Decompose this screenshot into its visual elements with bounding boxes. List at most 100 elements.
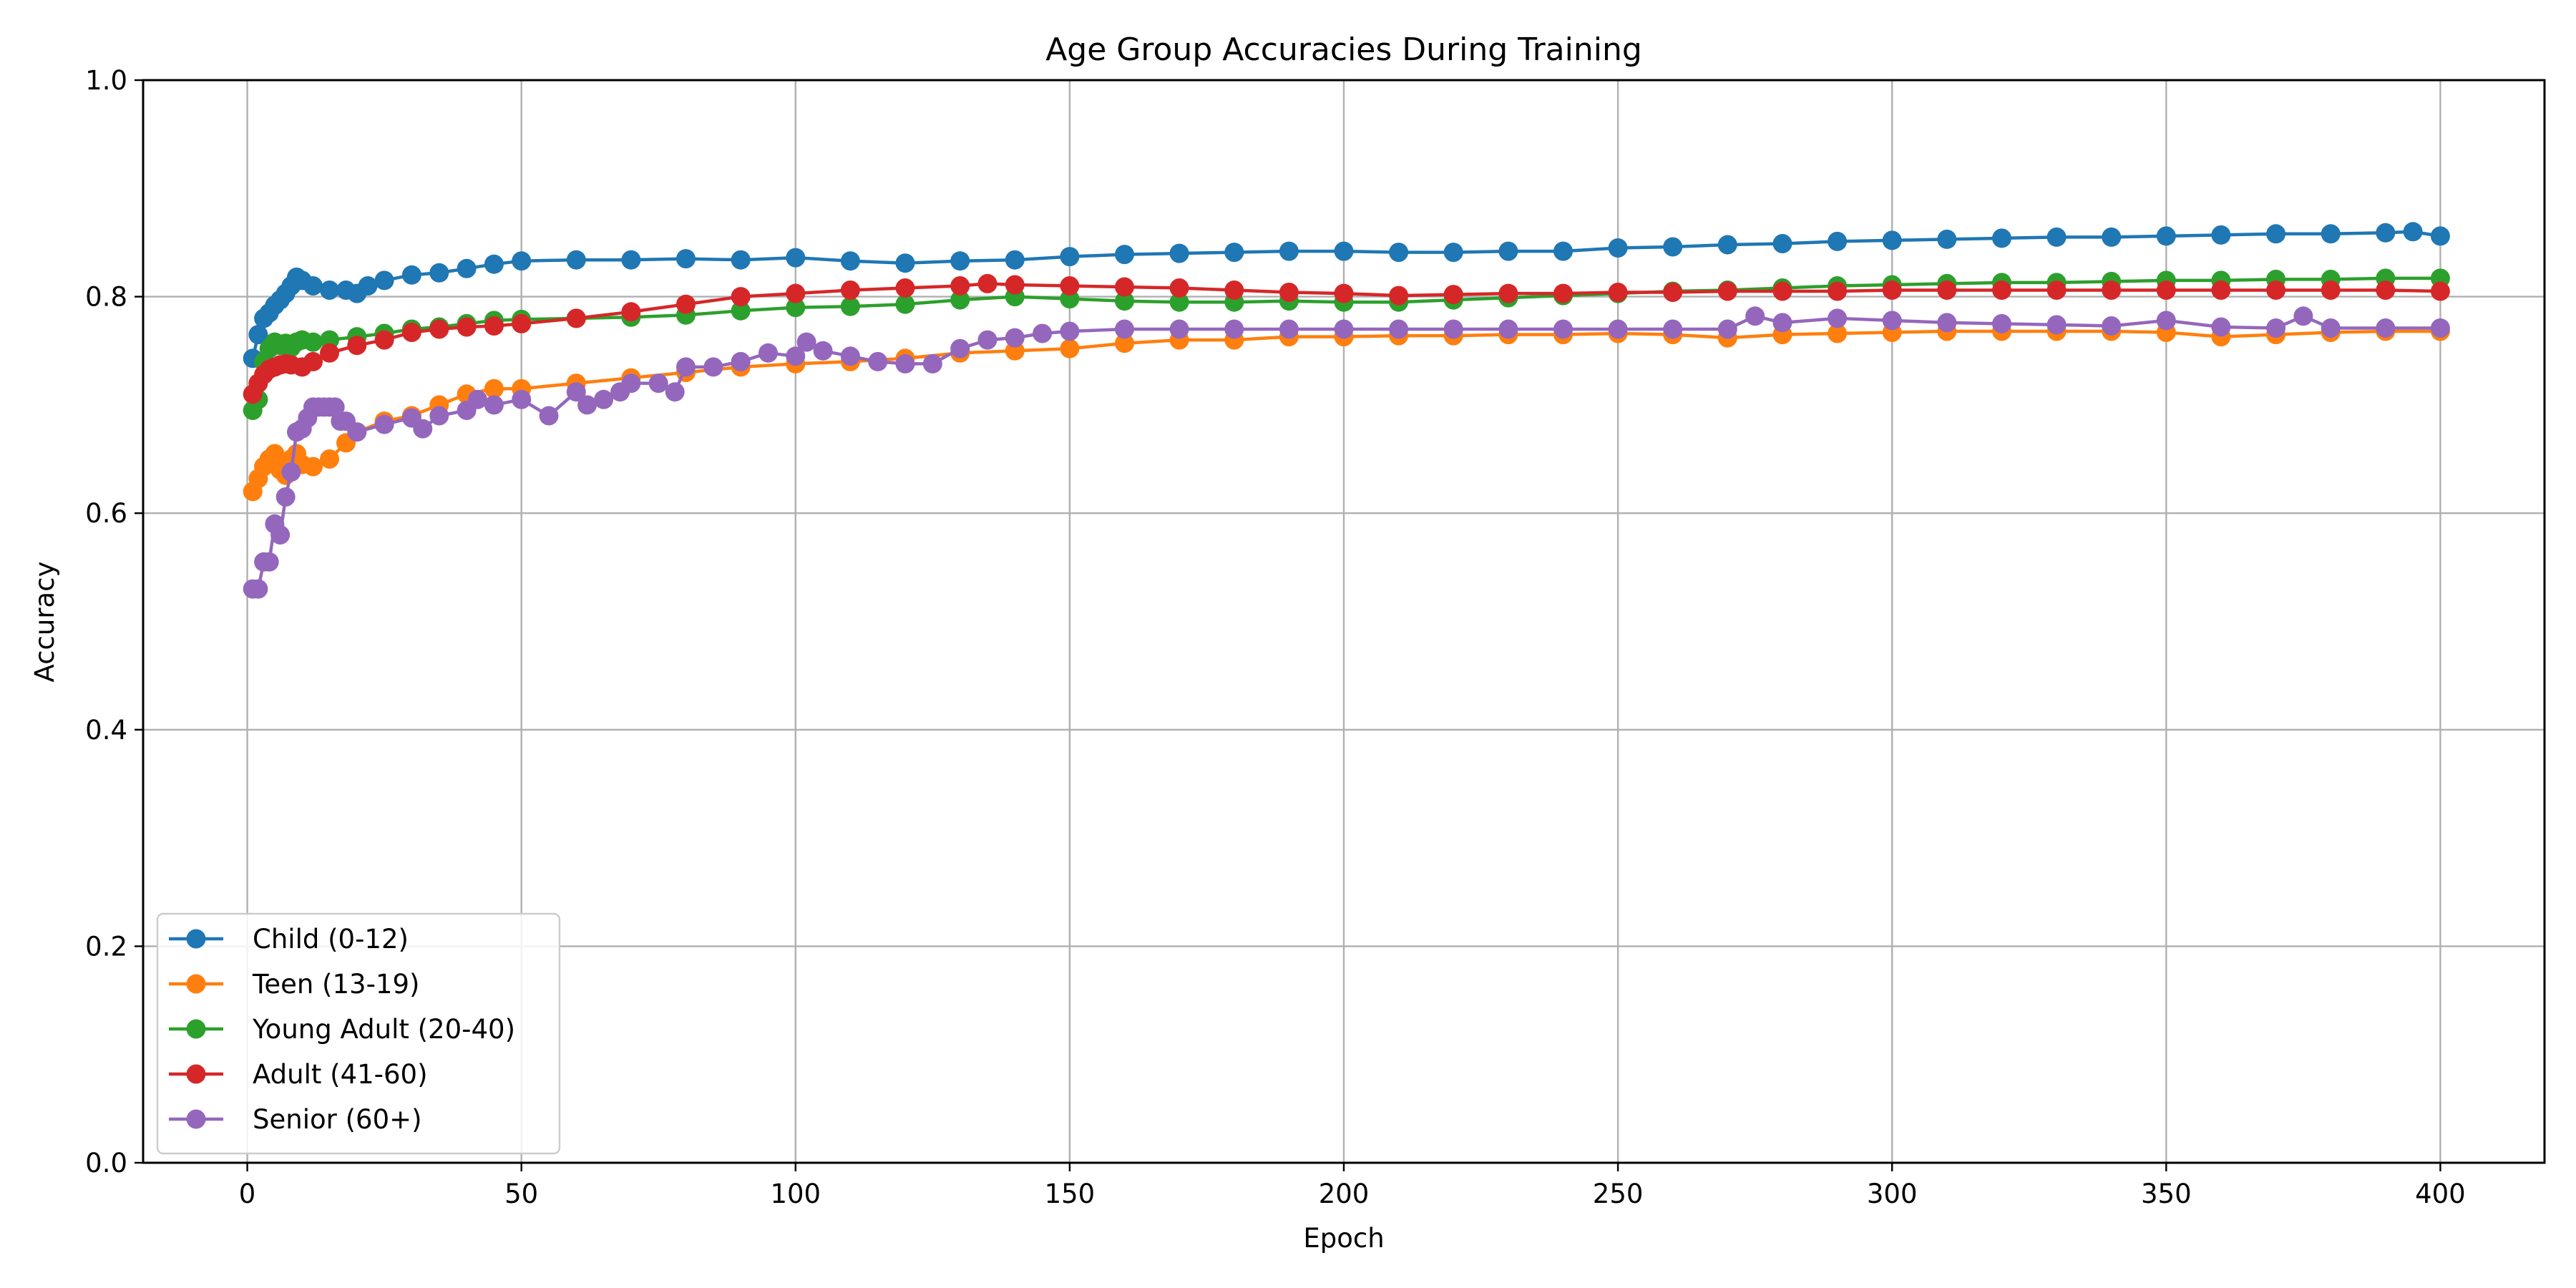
- legend: Child (0-12) Teen (13-19) Young Adult (20-…: [156, 912, 561, 1155]
- data-point: [1828, 323, 1848, 343]
- data-point: [401, 323, 421, 342]
- data-point: [950, 276, 970, 296]
- data-point: [1828, 281, 1848, 301]
- legend-marker: [186, 1064, 206, 1084]
- legend-marker: [186, 929, 206, 949]
- x-tick-label: 350: [2141, 1179, 2192, 1209]
- data-point: [2102, 227, 2122, 247]
- data-point: [676, 294, 696, 314]
- data-point: [1772, 313, 1792, 333]
- data-point: [977, 273, 997, 293]
- data-point: [2046, 280, 2067, 300]
- data-point: [840, 280, 860, 300]
- data-point: [676, 357, 696, 377]
- data-point: [1169, 319, 1189, 339]
- data-point: [1745, 306, 1765, 326]
- data-point: [484, 379, 504, 399]
- data-point: [457, 317, 477, 337]
- data-point: [2102, 316, 2122, 336]
- data-point: [457, 258, 477, 278]
- y-axis-label: Accuracy: [29, 562, 60, 683]
- data-point: [413, 419, 433, 439]
- data-point: [1443, 285, 1463, 305]
- series-5: [243, 306, 2450, 599]
- data-point: [1443, 319, 1463, 339]
- data-point: [1334, 319, 1354, 339]
- data-point: [512, 251, 532, 271]
- data-point: [1389, 286, 1409, 306]
- data-point: [676, 249, 696, 269]
- legend-item: Adult (41-60): [169, 1059, 428, 1090]
- series-1: [243, 222, 2450, 369]
- data-point: [2046, 315, 2067, 335]
- data-point: [895, 294, 915, 314]
- series-layer: [243, 222, 2450, 599]
- data-point: [2321, 318, 2341, 338]
- data-point: [621, 302, 641, 322]
- data-point: [895, 278, 915, 298]
- y-tick-label: 0.2: [85, 931, 127, 962]
- legend-marker: [186, 1109, 206, 1129]
- data-point: [1882, 230, 1902, 250]
- data-point: [429, 263, 449, 283]
- data-point: [813, 341, 833, 361]
- data-point: [1772, 234, 1792, 253]
- data-point: [1060, 321, 1080, 341]
- data-point: [1115, 277, 1134, 297]
- x-tick-label: 300: [1867, 1179, 1918, 1209]
- data-point: [895, 253, 915, 273]
- data-point: [1005, 328, 1025, 348]
- data-point: [566, 308, 586, 328]
- legend-label: Adult (41-60): [253, 1059, 428, 1090]
- data-point: [648, 374, 668, 394]
- data-point: [1553, 283, 1573, 303]
- legend-item: Teen (13-19): [169, 969, 419, 1000]
- data-point: [2430, 226, 2450, 246]
- data-point: [1608, 283, 1628, 302]
- data-point: [977, 330, 997, 350]
- data-point: [358, 276, 378, 296]
- data-point: [484, 395, 504, 415]
- data-point: [1882, 311, 1902, 331]
- data-point: [303, 332, 323, 352]
- data-point: [1498, 283, 1518, 303]
- data-point: [2376, 318, 2396, 338]
- data-point: [566, 382, 586, 402]
- data-point: [374, 414, 394, 434]
- data-point: [467, 389, 487, 409]
- y-axis-ticks: 0.0 0.2 0.4 0.6 0.8 1.0: [85, 65, 143, 1179]
- y-tick-label: 0.0: [85, 1148, 127, 1179]
- data-point: [1553, 241, 1573, 261]
- data-point: [512, 389, 532, 409]
- data-point: [2211, 317, 2231, 337]
- data-point: [2376, 280, 2396, 300]
- data-point: [2156, 280, 2176, 300]
- legend-label: Young Adult (20-40): [252, 1014, 515, 1045]
- data-point: [1169, 278, 1189, 298]
- data-point: [566, 250, 586, 270]
- legend-item: Child (0-12): [169, 924, 409, 955]
- data-point: [1389, 243, 1409, 263]
- legend-label: Senior (60+): [253, 1104, 422, 1135]
- data-point: [1663, 283, 1683, 302]
- data-point: [1169, 292, 1189, 312]
- data-point: [281, 462, 301, 482]
- data-point: [1992, 313, 2011, 333]
- legend-marker: [186, 974, 206, 994]
- data-point: [248, 325, 268, 345]
- data-point: [1224, 243, 1244, 263]
- data-point: [922, 353, 942, 374]
- data-point: [374, 270, 394, 291]
- y-tick-label: 0.4: [85, 715, 127, 746]
- data-point: [895, 353, 915, 374]
- legend-item: Senior (60+): [169, 1104, 422, 1135]
- data-point: [347, 422, 367, 442]
- data-point: [259, 552, 279, 572]
- legend-marker: [186, 1019, 206, 1039]
- data-point: [665, 382, 685, 402]
- data-point: [270, 525, 291, 545]
- data-point: [1060, 247, 1080, 267]
- data-point: [786, 346, 806, 366]
- data-point: [2211, 225, 2231, 245]
